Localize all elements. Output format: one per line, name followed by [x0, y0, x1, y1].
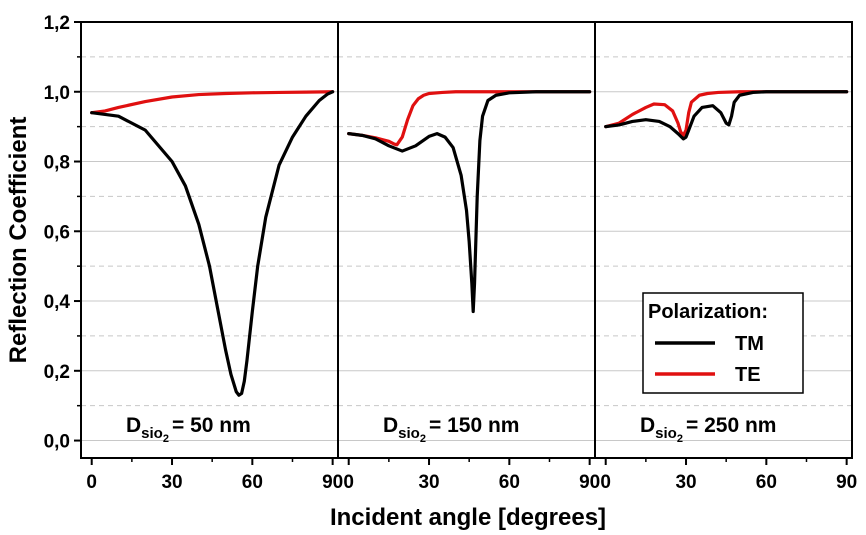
x-tick-label: 30: [675, 472, 696, 493]
y-tick-label: 1,2: [44, 13, 70, 34]
x-tick-label: 0: [343, 472, 354, 493]
y-tick-label: 0,4: [44, 292, 71, 313]
series-line-te: [347, 90, 592, 147]
x-tick-label: 90: [836, 472, 857, 493]
x-tick-label: 60: [499, 472, 520, 493]
panel-2: 0 30 60 90 Dsio2= 150 nm: [337, 21, 600, 493]
y-axis-title: Reflection Coefficient: [5, 117, 32, 364]
panel-label: Dsio2= 150 nm: [383, 414, 519, 445]
x-tick-label: 30: [418, 472, 439, 493]
series-line-te: [90, 90, 335, 115]
panel-frame: [594, 21, 853, 459]
legend: Polarization: TM TE: [642, 292, 804, 394]
x-tick-label: 0: [600, 472, 611, 493]
panel-frame: [337, 21, 596, 459]
legend-title: Polarization:: [648, 301, 768, 323]
y-axis: 0,0 0,2 0,4 0,6 0,8 1,0 1,2: [44, 13, 81, 453]
y-tick-label: 0,0: [44, 432, 70, 453]
panel-3: 0 30 60 90 Dsio2= 250 nm: [594, 21, 857, 493]
x-tick-label: 60: [242, 472, 263, 493]
series-line-tm: [90, 90, 335, 397]
panel-label: Dsio2= 50 nm: [126, 414, 251, 445]
series-line-te: [604, 90, 849, 137]
y-tick-label: 1,0: [44, 83, 70, 104]
x-tick-label: 60: [756, 472, 777, 493]
legend-label-tm: TM: [735, 333, 764, 355]
x-tick-label: 0: [86, 472, 97, 493]
x-axis-title: Incident angle [degrees]: [330, 504, 606, 531]
x-tick-label: 90: [322, 472, 343, 493]
x-tick-label: 90: [579, 472, 600, 493]
x-tick-label: 30: [161, 472, 182, 493]
legend-label-te: TE: [735, 364, 761, 386]
series-line-tm: [347, 90, 592, 314]
y-tick-label: 0,6: [44, 222, 70, 243]
y-tick-label: 0,8: [44, 153, 70, 174]
panel-label: Dsio2= 250 nm: [640, 414, 776, 445]
y-tick-label: 0,2: [44, 362, 70, 383]
panel-frame: [80, 21, 339, 459]
series-line-tm: [604, 90, 849, 141]
panel-1: 0 30 60 90 Dsio2= 50 nm: [80, 21, 343, 493]
